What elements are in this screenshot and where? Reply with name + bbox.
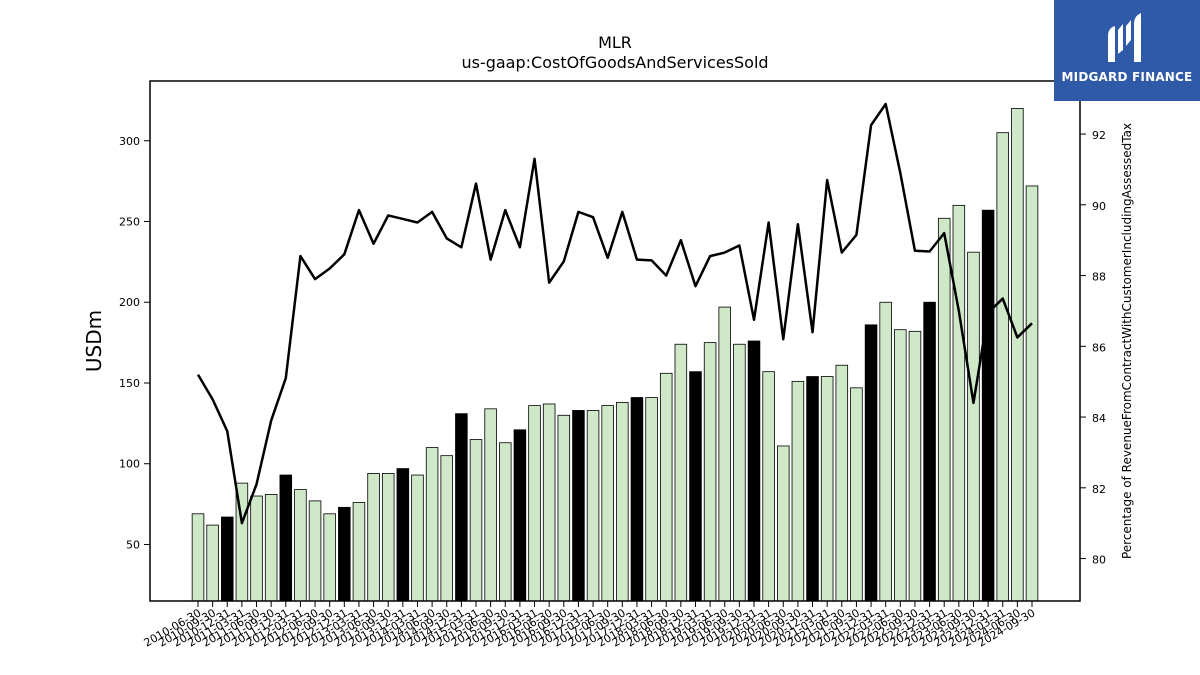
bar <box>791 380 805 602</box>
y2-tick-label: 90 <box>1092 200 1106 213</box>
bar <box>425 447 439 602</box>
bar <box>835 364 849 602</box>
bar <box>221 516 234 602</box>
bar <box>762 371 775 602</box>
y-tick-label: 300 <box>119 135 140 148</box>
bar <box>981 209 995 602</box>
bar <box>850 387 863 602</box>
brand-logo: MIDGARD FINANCE <box>1054 0 1200 101</box>
bar <box>381 473 395 602</box>
bar <box>250 495 263 602</box>
bar <box>572 410 585 602</box>
bar <box>484 408 497 602</box>
bar <box>689 371 702 602</box>
bar <box>455 413 468 602</box>
midgard-logo-icon <box>1108 13 1141 62</box>
bar <box>279 474 293 602</box>
bar <box>630 397 644 602</box>
bar <box>601 405 614 602</box>
bar <box>718 306 731 602</box>
bar <box>996 132 1009 602</box>
y2-tick-label: 86 <box>1092 341 1106 354</box>
bar <box>952 204 966 602</box>
y2-tick-label: 80 <box>1092 554 1106 567</box>
bar <box>967 251 980 602</box>
bar <box>264 494 278 602</box>
bar <box>294 489 307 602</box>
y-tick-label: 100 <box>119 458 140 471</box>
bar <box>674 343 688 602</box>
x-axis: 2010-06-302010-09-302010-12-312011-03-31… <box>142 601 1038 650</box>
bar <box>645 397 658 602</box>
chart-subtitle: us-gaap:CostOfGoodsAndServicesSold <box>461 53 768 72</box>
bar <box>777 445 790 602</box>
bar <box>528 405 541 602</box>
y2-axis-label: Percentage of RevenueFromContractWithCus… <box>1120 123 1134 559</box>
y-tick-label: 250 <box>119 215 140 228</box>
bar <box>908 330 922 602</box>
bar <box>499 442 512 602</box>
bar <box>733 343 746 602</box>
bar <box>308 500 322 602</box>
bar <box>937 217 951 602</box>
bar-series <box>191 108 1039 602</box>
percentage-line <box>196 102 1033 525</box>
bar <box>513 429 527 602</box>
bar <box>367 473 380 602</box>
bar <box>323 513 336 602</box>
bar <box>440 455 453 602</box>
bar <box>542 403 556 602</box>
chart-title: MLR <box>598 33 632 52</box>
y2-tick-label: 92 <box>1092 129 1106 142</box>
y-tick-label: 200 <box>119 296 140 309</box>
y-tick-label: 150 <box>119 377 140 390</box>
brand-name: MIDGARD FINANCE <box>1061 70 1193 84</box>
bar <box>352 502 366 602</box>
bar <box>616 401 629 602</box>
y-tick-label: 50 <box>126 538 140 551</box>
bar <box>894 329 907 602</box>
y-axis-left: 50 100 150 200 250 300 <box>119 135 150 551</box>
bar <box>586 410 600 602</box>
bar <box>1011 108 1024 602</box>
bar <box>1025 185 1039 602</box>
bar <box>338 506 351 602</box>
bar <box>820 376 834 602</box>
bar <box>411 474 424 602</box>
bar <box>396 468 410 602</box>
bar <box>923 301 936 602</box>
bar <box>747 340 761 602</box>
plot-frame <box>149 80 1081 602</box>
bar <box>659 372 673 602</box>
bar <box>703 342 717 602</box>
bar <box>806 376 819 602</box>
y-axis-right: 80 82 84 86 88 90 92 <box>1080 129 1106 567</box>
bar <box>864 324 878 602</box>
y2-tick-label: 84 <box>1092 412 1106 425</box>
bar <box>557 414 571 602</box>
bar <box>879 301 892 602</box>
y2-tick-label: 82 <box>1092 483 1106 496</box>
y-axis-label: USDm <box>82 310 106 372</box>
y2-tick-label: 88 <box>1092 271 1106 284</box>
bar <box>469 439 483 602</box>
bar <box>206 524 219 602</box>
bar <box>191 513 205 602</box>
